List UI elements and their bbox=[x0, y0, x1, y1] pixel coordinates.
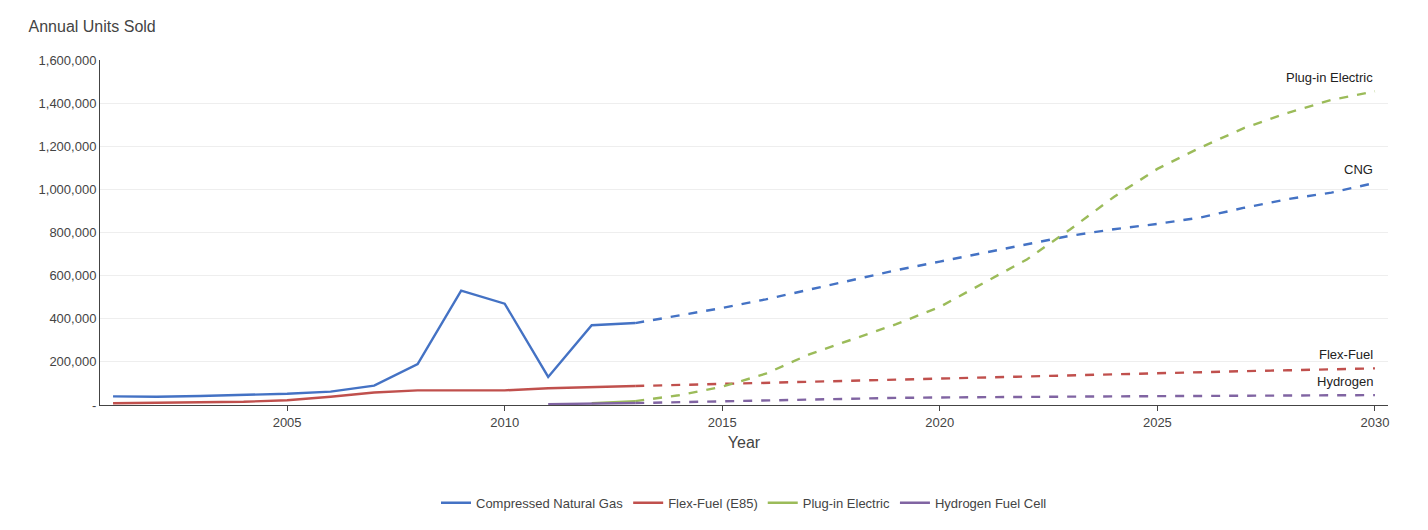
svg-text:Flex-Fuel (E85): Flex-Fuel (E85) bbox=[668, 496, 758, 511]
svg-text:1,000,000: 1,000,000 bbox=[39, 182, 97, 197]
svg-text:Year: Year bbox=[728, 434, 761, 451]
svg-text:Hydrogen: Hydrogen bbox=[1317, 374, 1373, 389]
svg-text:1,400,000: 1,400,000 bbox=[39, 96, 97, 111]
svg-text:Annual Units Sold: Annual Units Sold bbox=[29, 18, 156, 35]
svg-text:-: - bbox=[92, 398, 96, 413]
svg-text:600,000: 600,000 bbox=[49, 268, 96, 283]
svg-text:Hydrogen Fuel Cell: Hydrogen Fuel Cell bbox=[935, 496, 1046, 511]
svg-text:1,600,000: 1,600,000 bbox=[39, 53, 97, 68]
svg-text:Flex-Fuel: Flex-Fuel bbox=[1319, 347, 1373, 362]
svg-text:Compressed Natural Gas: Compressed Natural Gas bbox=[476, 496, 623, 511]
svg-text:2030: 2030 bbox=[1360, 415, 1389, 430]
svg-text:2010: 2010 bbox=[490, 415, 519, 430]
svg-text:Plug-in Electric: Plug-in Electric bbox=[1286, 70, 1373, 85]
svg-text:1,200,000: 1,200,000 bbox=[39, 139, 97, 154]
svg-text:2015: 2015 bbox=[708, 415, 737, 430]
svg-text:CNG: CNG bbox=[1344, 162, 1373, 177]
svg-text:2025: 2025 bbox=[1143, 415, 1172, 430]
svg-text:2005: 2005 bbox=[273, 415, 302, 430]
svg-text:2020: 2020 bbox=[925, 415, 954, 430]
svg-text:800,000: 800,000 bbox=[49, 225, 96, 240]
svg-text:400,000: 400,000 bbox=[49, 311, 96, 326]
svg-text:Plug-in Electric: Plug-in Electric bbox=[803, 496, 890, 511]
svg-text:200,000: 200,000 bbox=[49, 354, 96, 369]
